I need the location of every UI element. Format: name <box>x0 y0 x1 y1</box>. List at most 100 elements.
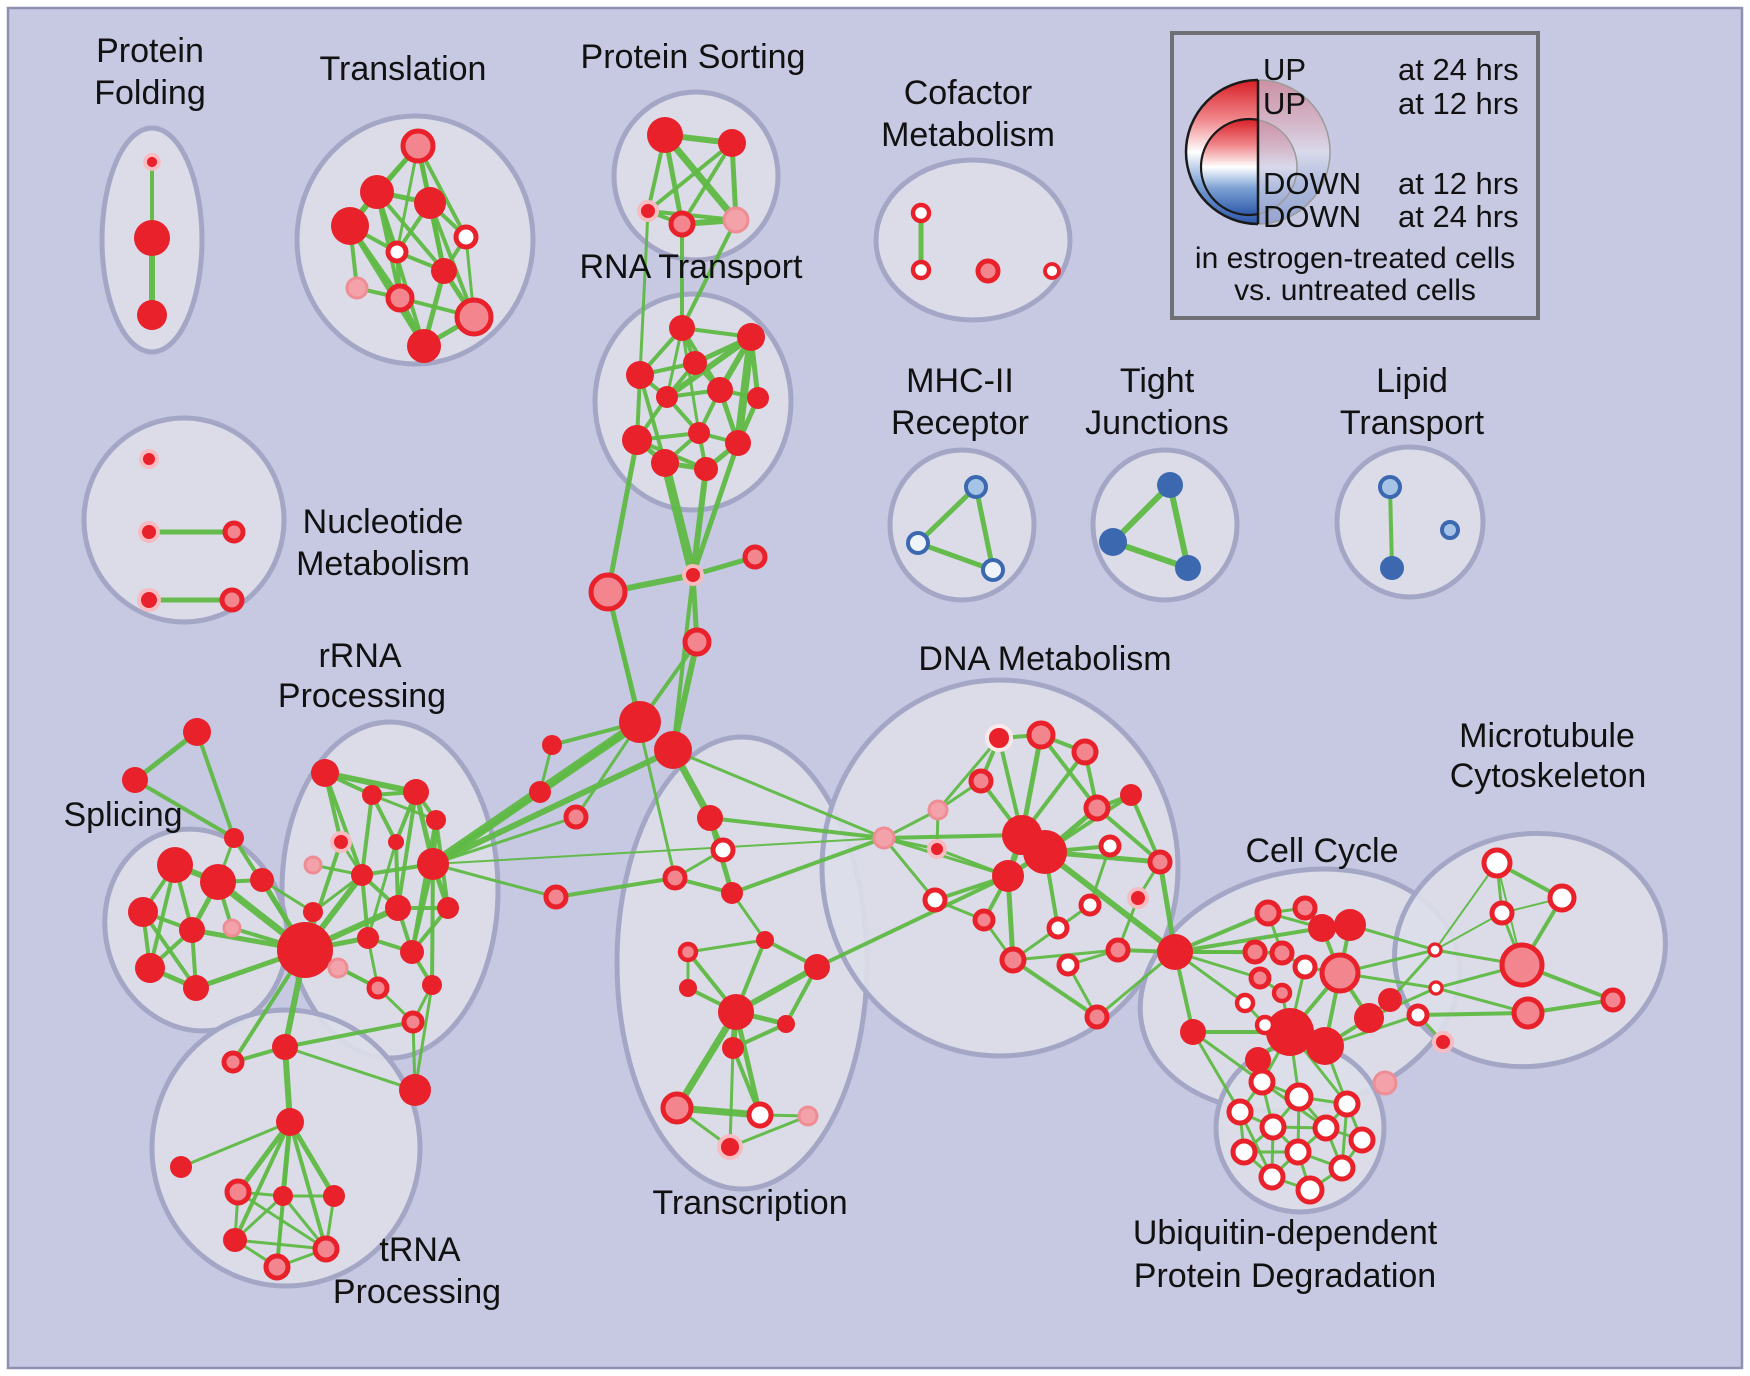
node-dm13 <box>922 887 948 913</box>
edge-rr2-rr4 <box>322 770 419 795</box>
node-tr16 <box>717 1134 743 1160</box>
node-t3 <box>414 187 446 219</box>
node-tr7 <box>756 931 774 949</box>
node-dm12 <box>992 860 1024 892</box>
node-mh1 <box>964 475 988 499</box>
node-dm17 <box>999 946 1027 974</box>
cluster-trna-processing-label-1: Processing <box>333 1273 501 1311</box>
node-tj1 <box>1157 472 1183 498</box>
edge-cc0-ub4 <box>1191 1030 1242 1114</box>
node-ub1 <box>1248 1068 1276 1096</box>
cluster-cofactor-metabolism-label-1: Metabolism <box>881 116 1055 154</box>
node-mtw2 <box>1428 980 1444 996</box>
node-dm19 <box>1147 849 1173 875</box>
cluster-mhc-ii-receptor-label-0: MHC-II <box>906 362 1014 400</box>
edge-mh1-mh3 <box>973 484 996 573</box>
node-ub11 <box>1258 1163 1286 1191</box>
node-tnL <box>170 1156 192 1178</box>
node-sp10 <box>224 828 244 848</box>
edge-ps1-ps5 <box>661 131 740 224</box>
node-hub1 <box>619 701 661 743</box>
edge-tnC-h3 <box>287 1119 337 1199</box>
edge-tr1-dmL <box>708 816 886 840</box>
node-tr4 <box>721 882 743 904</box>
cluster-trna-processing-label-0: tRNA <box>379 1231 461 1269</box>
edge-p1-rr1 <box>431 815 578 866</box>
node-tnA <box>272 1034 298 1060</box>
legend-row-0-time: at 24 hrs <box>1398 52 1519 87</box>
legend-caption-1: vs. untreated cells <box>1234 274 1476 307</box>
cluster-rna-transport-label-0: RNA Transport <box>580 248 804 286</box>
node-rt10 <box>725 430 751 456</box>
node-rr6 <box>303 855 323 875</box>
cluster-protein-sorting-label-0: Protein Sorting <box>581 38 806 76</box>
node-dm20 <box>1127 887 1149 909</box>
node-sp9 <box>250 868 274 892</box>
node-nm1 <box>139 449 159 469</box>
node-dm4 <box>968 768 994 794</box>
node-tr1 <box>697 805 723 831</box>
node-tr11 <box>777 1015 795 1033</box>
node-ub12 <box>1295 1175 1325 1205</box>
node-hub2 <box>654 731 692 769</box>
node-rt9 <box>622 425 652 455</box>
node-tr15 <box>797 1105 819 1127</box>
cluster-rrna-processing-label-0: rRNA <box>318 637 401 675</box>
cluster-tight-junctions-label-0: Tight <box>1120 362 1195 400</box>
cluster-mhc-ii-receptor-label-1: Receptor <box>891 404 1029 442</box>
node-p1 <box>563 804 589 830</box>
legend-row-1-direction: UP <box>1263 86 1306 121</box>
node-rr14 <box>327 957 349 979</box>
node-rt2 <box>737 323 765 351</box>
edge-rr1-dmL <box>432 837 885 865</box>
node-tri1 <box>183 718 211 746</box>
edge-tri2-sp10 <box>133 778 236 840</box>
node-mtw3 <box>1406 1003 1430 1027</box>
node-ub3 <box>1333 1090 1361 1118</box>
node-ps5 <box>722 206 750 234</box>
node-cc6 <box>1269 940 1295 966</box>
edge-rr2-rr7 <box>323 771 364 877</box>
node-rt11 <box>651 449 679 477</box>
edge-tr4-dmL <box>730 836 886 895</box>
node-rr10 <box>385 895 411 921</box>
cluster-tight-junctions-ellipse <box>1090 447 1240 603</box>
node-rr17 <box>401 1010 425 1034</box>
cluster-nucleotide-metabolism-label-1: Metabolism <box>296 545 470 583</box>
node-rr1 <box>417 848 449 880</box>
node-ps2 <box>718 129 746 157</box>
node-sp7 <box>135 953 165 983</box>
node-nm2 <box>138 521 160 543</box>
node-h4 <box>223 1228 247 1252</box>
edge-tr10-tr13 <box>673 1008 740 1112</box>
node-ub9 <box>1284 1138 1312 1166</box>
node-sp3 <box>200 864 236 900</box>
node-rr18 <box>303 902 323 922</box>
node-cf1 <box>910 202 932 224</box>
node-rt8 <box>688 422 710 444</box>
node-tj2 <box>1099 528 1127 556</box>
node-ps3 <box>637 200 659 222</box>
node-cc8 <box>1319 952 1361 994</box>
node-cc3 <box>1308 914 1336 942</box>
cluster-cofactor-metabolism-label-0: Cofactor <box>904 74 1033 112</box>
node-pf1 <box>143 153 161 171</box>
node-rr15 <box>366 976 390 1000</box>
node-ccL <box>1157 934 1193 970</box>
edge-rr16-rr19 <box>413 983 434 1092</box>
edge-hub2-dmL <box>671 748 886 840</box>
cluster-translation-label-0: Translation <box>320 50 487 88</box>
cluster-dna-metabolism-label-0: DNA Metabolism <box>918 640 1171 678</box>
node-cc17 <box>1245 1047 1271 1073</box>
node-j1 <box>682 564 704 586</box>
node-mtw1 <box>1427 942 1443 958</box>
node-rr13 <box>400 940 424 964</box>
node-s2 <box>742 544 768 570</box>
edge-rt2-rt5 <box>664 334 754 400</box>
node-cc0 <box>1180 1019 1206 1045</box>
node-cc16 <box>1378 988 1402 1012</box>
node-cc4 <box>1334 909 1366 941</box>
edge-mtw3-mt5 <box>1416 1011 1530 1017</box>
